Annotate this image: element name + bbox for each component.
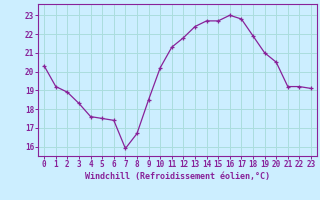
X-axis label: Windchill (Refroidissement éolien,°C): Windchill (Refroidissement éolien,°C) xyxy=(85,172,270,181)
